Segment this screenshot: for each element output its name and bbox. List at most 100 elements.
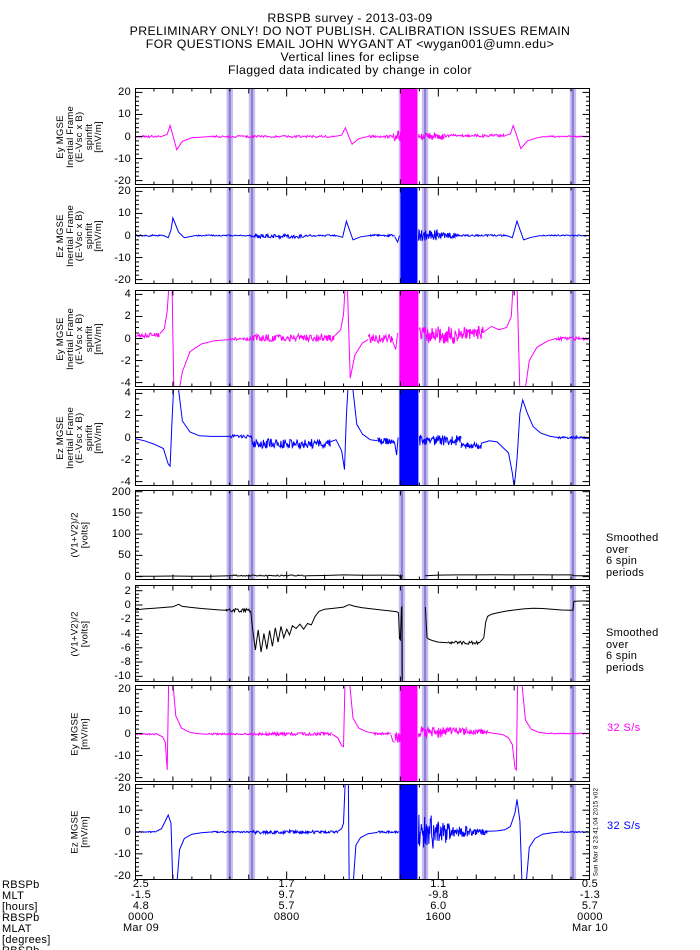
y-tick-label-v1v2-avg-zoom: -8: [120, 656, 131, 669]
panel-border: [135, 88, 590, 185]
bottom-axis-value: 5.7: [581, 900, 599, 912]
bottom-row-label-3: RBSPb: [2, 912, 40, 924]
series-path-ey-mgse-32sps: [331, 677, 374, 748]
smoothed-annotation-line: 6 spin: [606, 555, 638, 567]
y-tick-label-v1v2-avg-zoom: -10: [114, 670, 131, 683]
eclipse-core-line: [400, 490, 404, 580]
series-path-ez-mgse-spinfit-20: [540, 233, 591, 237]
y-axis-label-v1v2-avg-zoom: (V1+V2)/2 [volts]: [69, 611, 90, 656]
y-tick-label-ey-mgse-32sps: -20: [114, 771, 131, 784]
bottom-row-label-1: MLT: [2, 890, 25, 902]
series-path-ez-mgse-32sps: [417, 814, 435, 849]
series-path-ey-mgse-spinfit-4: [229, 335, 253, 342]
y-tick-label-v1v2-avg-200: 0: [124, 570, 131, 583]
panel-ez-mgse-spinfit-20: [134, 186, 591, 285]
series-path-v1v2-avg-zoom: [250, 604, 403, 691]
series-path-ez-mgse-spinfit-4: [330, 381, 378, 470]
bottom-row-label-2: [hours]: [2, 901, 38, 913]
series-path-ez-mgse-32sps: [210, 830, 252, 834]
panel-ey-mgse-32sps: [134, 677, 591, 783]
series-path-ez-mgse-32sps: [468, 827, 489, 836]
bottom-axis-value: -1.3: [579, 889, 601, 901]
bottom-axis-value: 0000: [577, 911, 603, 923]
eclipse-core-line: [228, 585, 231, 682]
series-path-ez-mgse-spinfit-20: [456, 233, 507, 238]
series-path-ez-mgse-spinfit-20: [195, 234, 251, 237]
series-path-ez-mgse-32sps: [155, 813, 211, 887]
series-path-ez-mgse-spinfit-20: [437, 231, 458, 240]
series-path-v1v2-avg-200: [229, 574, 306, 577]
y-tick-label-ey-mgse-32sps: -10: [114, 749, 131, 762]
series-path-ez-mgse-spinfit-4: [460, 440, 482, 450]
bottom-axis-value: 0800: [273, 911, 300, 923]
panel-svg-ey-mgse-spinfit-20: [134, 87, 591, 186]
y-tick-label-v1v2-avg-200: 150: [111, 506, 131, 519]
y-tick-label-ez-mgse-32sps: 20: [118, 782, 131, 795]
series-path-ey-mgse-spinfit-20: [367, 134, 394, 140]
bottom-axis-column-1600: 1.1 -9.8 6.0 1600: [398, 879, 478, 934]
y-tick-label-ey-mgse-spinfit-20: 10: [118, 108, 131, 121]
y-axis-label-ey-mgse-spinfit-20: Ey MGSE Inertial Frame (E-Vsc x B) spinfit[…: [55, 106, 104, 168]
y-tick-label-ey-mgse-spinfit-4: 4: [124, 288, 131, 301]
series-path-ey-mgse-spinfit-20: [134, 134, 162, 139]
series-path-ey-mgse-spinfit-4: [367, 332, 394, 345]
y-tick-label-ey-mgse-spinfit-4: 0: [124, 332, 131, 345]
y-tick-label-ez-mgse-spinfit-20: 10: [118, 207, 131, 220]
y-tick-label-v1v2-avg-200: 200: [111, 485, 131, 498]
series-burst-ez-mgse-spinfit-20: [400, 187, 418, 284]
series-path-ey-mgse-spinfit-20: [161, 123, 211, 151]
y-axis-label-line: [mV/m]: [93, 322, 105, 355]
y-tick-label-ez-mgse-spinfit-20: 20: [118, 185, 131, 198]
bottom-axis-column-0000: 2.5 -1.5 4.8 0000 Mar 09: [101, 879, 181, 934]
y-tick-label-ez-mgse-32sps: -20: [114, 869, 131, 882]
series-path-v1v2-avg-zoom: [424, 607, 448, 644]
series-path-ey-mgse-spinfit-4: [418, 325, 458, 345]
axis-ticks: [134, 783, 591, 881]
y-axis-label-ey-mgse-spinfit-4: Ey MGSE Inertial Frame (E-Vsc x B) spinfit[…: [55, 308, 105, 370]
bottom-axis-value: 1.7: [278, 878, 295, 890]
panel-svg-ez-mgse-spinfit-20: [134, 186, 591, 285]
series-path-ez-mgse-32sps: [377, 829, 399, 835]
series-path-ez-mgse-spinfit-20: [506, 219, 541, 241]
bottom-axis-value: 5.7: [278, 900, 295, 912]
y-axis-label-ez-mgse-spinfit-20: Ez MGSE Inertial Frame (E-Vsc x B) spinfit[…: [55, 205, 104, 267]
plot-note-eclipse: Vertical lines for eclipse: [280, 50, 420, 64]
plot-title: RBSPB survey - 2013-03-09: [267, 11, 433, 25]
series-path-ey-mgse-spinfit-20: [210, 134, 335, 139]
panel-svg-ey-mgse-spinfit-4: [134, 282, 591, 395]
panel-v1v2-avg-zoom: [134, 585, 591, 691]
eclipse-core-line: [423, 290, 427, 387]
y-tick-label-v1v2-avg-zoom: -6: [120, 641, 131, 654]
series-burst-ey-mgse-spinfit-20: [400, 88, 418, 185]
series-path-v1v2-avg-zoom: [479, 600, 590, 643]
y-axis-label-line: [mV/m]: [93, 421, 105, 454]
panel-border: [135, 490, 590, 580]
axis-ticks: [134, 585, 591, 682]
series-path-ez-mgse-spinfit-4: [394, 437, 399, 456]
series-path-ey-mgse-32sps: [206, 732, 252, 736]
y-tick-label-v1v2-avg-zoom: 2: [124, 584, 131, 597]
y-tick-label-ey-mgse-spinfit-20: -20: [114, 174, 131, 187]
eclipse-core-line: [250, 490, 254, 580]
y-tick-label-ez-mgse-spinfit-20: -10: [114, 251, 131, 264]
smoothed-annotation-line: periods: [606, 661, 645, 674]
y-axis-label-ez-mgse-spinfit-4: Ez MGSE Inertial Frame (E-Vsc x B) spinfit[…: [55, 407, 105, 469]
axis-ticks: [134, 290, 591, 387]
eclipse-core-line: [571, 585, 575, 682]
series-path-ez-mgse-spinfit-4: [251, 436, 253, 445]
panel-svg-v1v2-avg-200: [134, 490, 591, 580]
smoothed-annotation-line: Smoothed: [606, 627, 659, 639]
series-path-ey-mgse-spinfit-4: [159, 282, 230, 395]
series-burst-ez-mgse-spinfit-4: [399, 389, 419, 486]
smoothed-annotation-line: over: [606, 638, 629, 651]
axis-ticks: [134, 87, 591, 186]
plot-note-flagged: Flagged data indicated by change in colo…: [227, 63, 473, 77]
y-tick-label-v1v2-avg-zoom: -4: [120, 627, 131, 640]
series-burst-ez-mgse-32sps: [399, 784, 418, 880]
y-tick-label-v1v2-avg-zoom: 0: [124, 598, 131, 611]
y-axis-label-line: [mV/m]: [79, 717, 90, 750]
plot-contact-line: FOR QUESTIONS EMAIL JOHN WYGANT AT <wyga…: [145, 37, 555, 51]
y-tick-label-ey-mgse-spinfit-20: 0: [124, 130, 131, 143]
panel-border: [135, 290, 590, 387]
